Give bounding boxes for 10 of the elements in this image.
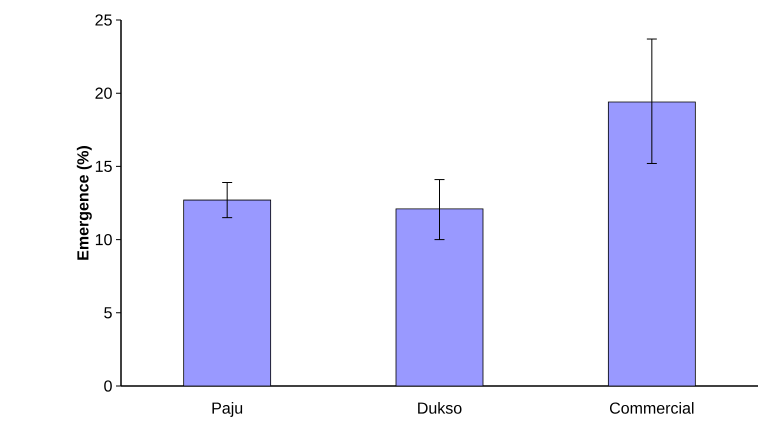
y-tick-label: 0 — [104, 380, 112, 392]
y-tick-label: 5 — [104, 307, 112, 318]
x-tick-label: Dukso — [418, 402, 462, 414]
x-tick-label: Paju — [212, 402, 242, 417]
y-tick-label: 10 — [96, 234, 112, 246]
y-tick-label: 20 — [95, 88, 112, 99]
y-tick-label: 25 — [95, 14, 112, 26]
y-axis-title: Emergence (%) — [76, 146, 92, 260]
x-tick-label: Commercial — [610, 402, 694, 414]
y-tick-label: 15 — [96, 160, 112, 172]
